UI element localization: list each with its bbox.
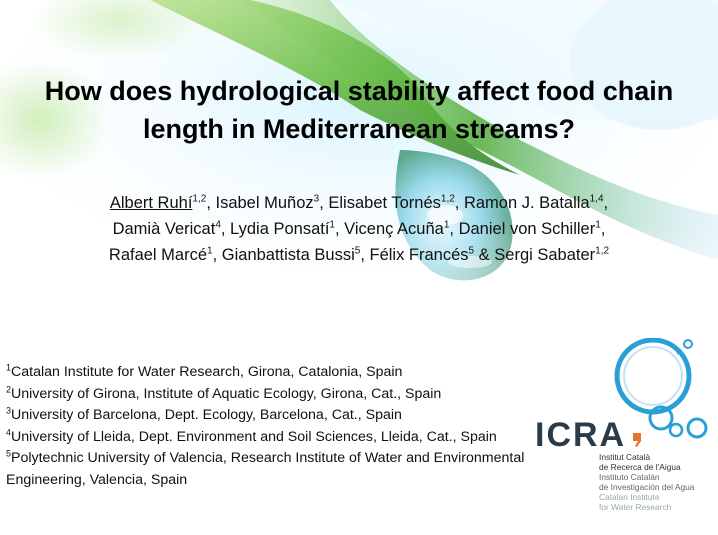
affiliation-list: 1Catalan Institute for Water Research, G… <box>6 362 536 492</box>
author-name: Lydia Ponsatí <box>230 220 330 238</box>
author-affiliation: 1 <box>443 219 450 231</box>
icra-line: de Investigación del Agua <box>599 482 695 492</box>
author-affiliation: 1,4 <box>589 193 604 205</box>
author-name: Sergi Sabater <box>494 246 596 264</box>
author-line-1: Albert Ruhí1,2, Isabel Muñoz3, Elisabet … <box>30 190 688 216</box>
icra-line: Catalan Institute <box>599 492 660 502</box>
author-separator: , <box>206 194 216 212</box>
affiliation-item: 4University of Lleida, Dept. Environment… <box>6 427 536 449</box>
water-bubbles-icon <box>614 338 708 447</box>
author-affiliation: 1,2 <box>440 193 455 205</box>
author-affiliation: 5 <box>354 245 361 257</box>
author-affiliation: 4 <box>215 219 221 231</box>
author-affiliation: 1,2 <box>595 245 610 257</box>
author-separator: , <box>319 194 329 212</box>
author-affiliation: 1,2 <box>192 193 207 205</box>
author-separator: , <box>603 194 609 212</box>
affiliation-number: 3 <box>6 405 12 416</box>
poster-title: How does hydrological stability affect f… <box>10 72 708 148</box>
affiliation-text: University of Lleida, Dept. Environment … <box>11 428 497 445</box>
author-line-2: Damià Vericat4, Lydia Ponsatí1, Vicenç A… <box>30 216 688 242</box>
author-separator: , <box>334 220 345 238</box>
icra-line: Instituto Catalán <box>599 472 660 482</box>
author-list: Albert Ruhí1,2, Isabel Muñoz3, Elisabet … <box>30 190 688 268</box>
author-separator: , <box>600 220 606 238</box>
affiliation-number: 5 <box>6 448 12 459</box>
icra-subtitle: Institut Català de Recerca de l'Aigua In… <box>599 452 709 512</box>
icra-wordmark: ICRA <box>535 416 627 454</box>
affiliation-number: 4 <box>6 427 12 438</box>
author-name: Ramon J. Batalla <box>463 194 590 212</box>
icra-line: de Recerca de l'Aigua <box>599 462 681 472</box>
affiliation-item: 1Catalan Institute for Water Research, G… <box>6 362 536 384</box>
author-name: Félix Francés <box>369 246 469 264</box>
author-line-3: Rafael Marcé1, Gianbattista Bussi5, Féli… <box>30 242 688 268</box>
title-line-2: length in Mediterranean streams? <box>142 114 576 144</box>
affiliation-number: 1 <box>6 362 12 373</box>
icra-logo: ICRA Institut Català de Recerca de l'Aig… <box>533 338 713 528</box>
affiliation-item: 5Polytechnic University of Valencia, Res… <box>6 448 536 491</box>
author-separator: , <box>360 246 370 264</box>
author-name: Albert Ruhí <box>109 194 193 212</box>
affiliation-text: Catalan Institute for Water Research, Gi… <box>11 364 403 380</box>
author-name: Gianbattista Bussi <box>221 246 355 264</box>
author-name: Damià Vericat <box>112 220 216 238</box>
author-affiliation: 1 <box>595 219 601 231</box>
icra-line: for Water Research <box>599 502 672 512</box>
author-affiliation: 3 <box>313 193 320 205</box>
author-separator: & <box>474 246 495 264</box>
affiliation-item: 2University of Girona, Institute of Aqua… <box>6 384 536 406</box>
author-separator: , <box>212 246 222 264</box>
icra-line: Institut Català <box>599 452 651 462</box>
author-separator: , <box>449 220 459 238</box>
author-separator: , <box>454 194 464 212</box>
author-name: Vicenç Acuña <box>344 220 444 238</box>
affiliation-number: 2 <box>6 383 12 394</box>
title-line-1: How does hydrological stability affect f… <box>44 76 674 106</box>
author-name: Isabel Muñoz <box>215 194 314 212</box>
author-affiliation: 1 <box>329 219 335 231</box>
author-name: Elisabet Tornés <box>328 194 441 212</box>
affiliation-text: Polytechnic University of Valencia, Rese… <box>6 450 525 488</box>
affiliation-text: University of Barcelona, Dept. Ecology, … <box>11 407 402 424</box>
author-affiliation: 1 <box>207 245 213 257</box>
affiliation-item: 3University of Barcelona, Dept. Ecology,… <box>6 405 536 427</box>
author-name: Daniel von Schiller <box>458 220 596 238</box>
author-name: Rafael Marcé <box>108 246 208 264</box>
affiliation-text: University of Girona, Institute of Aquat… <box>11 385 442 402</box>
author-affiliation: 5 <box>468 245 475 257</box>
author-separator: , <box>220 220 231 238</box>
